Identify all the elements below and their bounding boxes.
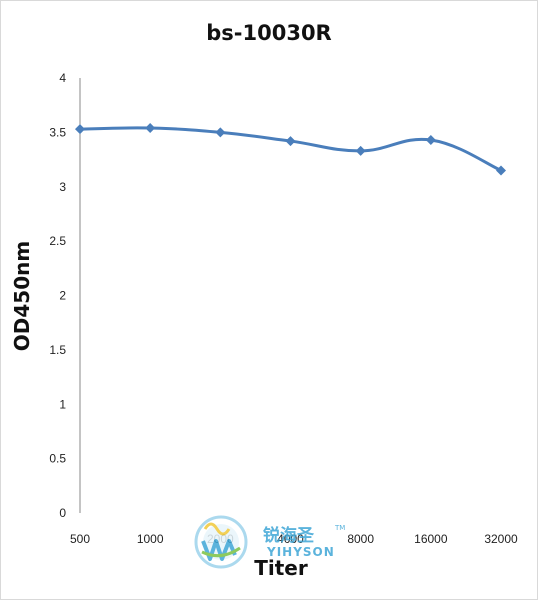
x-axis-title: Titer bbox=[254, 556, 308, 580]
y-tick-label: 0 bbox=[59, 506, 66, 520]
y-tick-label: 2 bbox=[59, 289, 66, 303]
data-point-marker bbox=[215, 127, 226, 138]
chart-title: bs-10030R bbox=[206, 21, 331, 45]
data-point-marker bbox=[425, 134, 436, 145]
x-tick-label: 4000 bbox=[277, 532, 304, 546]
series-line bbox=[78, 126, 503, 172]
y-tick-label: 1 bbox=[59, 397, 66, 411]
y-tick-label: 4 bbox=[59, 71, 66, 85]
data-point-marker bbox=[355, 145, 366, 156]
brand-logo-icon bbox=[194, 515, 248, 569]
y-axis-ticks: 0 0.5 1 1.5 2 2.5 3 3.5 4 bbox=[49, 71, 66, 520]
data-point-marker bbox=[285, 136, 296, 147]
x-tick-label: 8000 bbox=[347, 532, 374, 546]
data-point-marker bbox=[75, 124, 85, 135]
y-tick-label: 1.5 bbox=[49, 343, 66, 357]
watermark-tm: TM bbox=[334, 524, 345, 532]
x-tick-label: 1000 bbox=[137, 532, 164, 546]
y-tick-label: 0.5 bbox=[49, 452, 66, 466]
data-point-marker bbox=[496, 165, 506, 176]
x-tick-label: 32000 bbox=[484, 532, 518, 546]
data-point-marker bbox=[145, 123, 156, 134]
y-tick-label: 2.5 bbox=[49, 234, 66, 248]
series-layer bbox=[75, 123, 506, 176]
x-tick-label: 16000 bbox=[414, 532, 448, 546]
y-axis-title: OD450nm bbox=[10, 241, 34, 351]
watermark-brand-cn: 锐海圣 bbox=[263, 525, 315, 546]
y-tick-label: 3 bbox=[59, 180, 66, 194]
brand-watermark: 锐海圣 TM YIHYSON bbox=[194, 515, 345, 569]
watermark-brand-en: YIHYSON bbox=[266, 545, 335, 559]
y-tick-label: 3.5 bbox=[49, 125, 66, 139]
x-tick-label: 500 bbox=[70, 532, 90, 546]
